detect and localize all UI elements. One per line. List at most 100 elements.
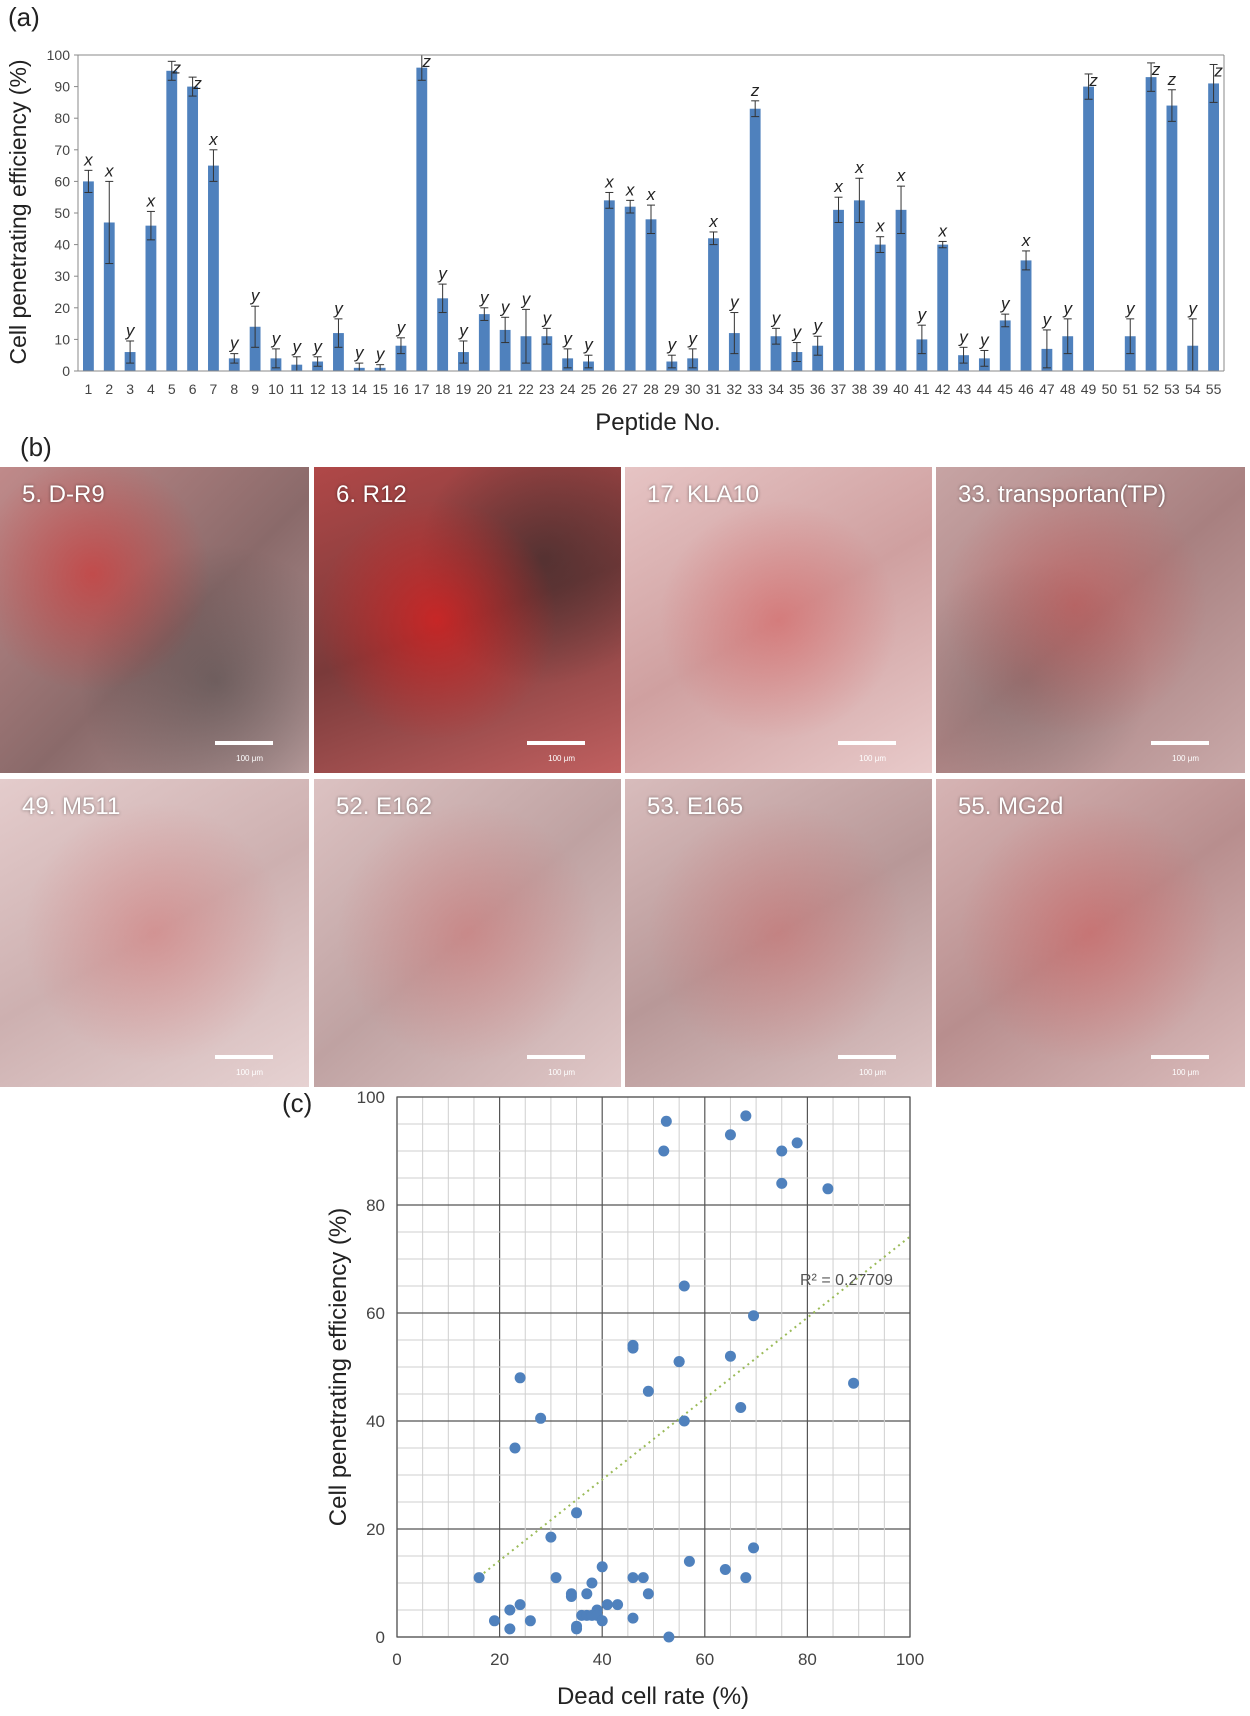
y-tick-label: 90 bbox=[54, 79, 70, 95]
bar bbox=[770, 336, 782, 371]
scatter-point bbox=[776, 1145, 788, 1157]
scatter-point bbox=[514, 1599, 526, 1611]
x-tick-label: 25 bbox=[581, 381, 597, 397]
bar bbox=[145, 225, 157, 371]
significance-letter: z bbox=[1213, 61, 1223, 80]
significance-letter: y bbox=[1062, 299, 1073, 318]
bar-chart: Cell penetrating efficiency (%) Peptide … bbox=[5, 47, 1225, 436]
x-tick-label: 20 bbox=[477, 381, 493, 397]
y-tick-label: 40 bbox=[366, 1412, 385, 1431]
micrograph-image bbox=[0, 467, 309, 773]
plot-border bbox=[396, 1096, 911, 1638]
x-tick-label: 80 bbox=[798, 1650, 817, 1669]
bar bbox=[895, 209, 907, 371]
x-tick-label: 29 bbox=[664, 381, 680, 397]
scale-bar-label: 100 μm bbox=[548, 754, 575, 763]
scatter-point bbox=[586, 1577, 598, 1589]
scale-bar-label: 100 μm bbox=[236, 1068, 263, 1077]
bar bbox=[83, 181, 94, 371]
r-squared-annotation: R² = 0.27709 bbox=[800, 1272, 893, 1289]
x-tick-label: 7 bbox=[210, 381, 218, 397]
scatter-point bbox=[740, 1572, 752, 1584]
scatter-point bbox=[735, 1402, 747, 1413]
significance-letter: y bbox=[1125, 299, 1136, 318]
x-tick-label: 49 bbox=[1081, 381, 1097, 397]
micrograph-image bbox=[625, 779, 932, 1087]
scatter-point bbox=[642, 1588, 654, 1600]
scatter-point bbox=[504, 1604, 516, 1616]
x-tick-label: 24 bbox=[560, 381, 576, 397]
significance-letter: y bbox=[562, 329, 573, 348]
scale-bar bbox=[1151, 1055, 1209, 1059]
micrograph-label: 55. MG2d bbox=[958, 793, 1064, 820]
significance-letter: z bbox=[1151, 60, 1161, 79]
x-tick-label: 54 bbox=[1185, 381, 1201, 397]
significance-letter: x bbox=[146, 191, 156, 210]
scale-bar bbox=[527, 741, 585, 745]
micrograph-image bbox=[0, 779, 309, 1087]
bar bbox=[812, 345, 824, 371]
bar bbox=[103, 222, 115, 371]
x-tick-label: 36 bbox=[810, 381, 826, 397]
scatter-point bbox=[678, 1280, 690, 1292]
scatter-point bbox=[571, 1507, 583, 1519]
bar bbox=[1020, 260, 1032, 371]
significance-letter: y bbox=[771, 308, 782, 327]
bar bbox=[853, 200, 865, 371]
micrograph-label: 5. D-R9 bbox=[22, 481, 105, 508]
y-tick-label: 10 bbox=[54, 331, 70, 347]
bar bbox=[937, 244, 949, 371]
x-tick-label: 16 bbox=[393, 381, 409, 397]
x-tick-label: 20 bbox=[490, 1650, 509, 1669]
significance-letter: x bbox=[937, 221, 947, 240]
x-tick-label: 19 bbox=[456, 381, 472, 397]
significance-letter: y bbox=[687, 329, 698, 348]
scatter-point bbox=[637, 1572, 649, 1584]
x-tick-label: 31 bbox=[706, 381, 722, 397]
x-tick-label: 35 bbox=[789, 381, 805, 397]
y-tick-label: 80 bbox=[366, 1196, 385, 1215]
bar bbox=[999, 320, 1011, 371]
bar bbox=[603, 200, 615, 371]
micrograph-tile: 53. E165 100 μm bbox=[625, 779, 932, 1087]
y-tick-label: 60 bbox=[366, 1304, 385, 1323]
bar bbox=[249, 326, 261, 371]
x-tick-label: 32 bbox=[727, 381, 743, 397]
significance-letter: x bbox=[625, 180, 635, 199]
significance-letter: y bbox=[250, 286, 261, 305]
y-axis-label: Cell penetrating efficiency (%) bbox=[5, 59, 31, 364]
bar bbox=[416, 67, 428, 371]
x-tick-label: 55 bbox=[1206, 381, 1222, 397]
significance-letter: y bbox=[396, 318, 407, 337]
significance-letter: y bbox=[1042, 310, 1053, 329]
scale-bar-label: 100 μm bbox=[236, 754, 263, 763]
scatter-point bbox=[627, 1612, 639, 1624]
trendline bbox=[478, 1235, 911, 1578]
x-tick-label: 37 bbox=[831, 381, 847, 397]
x-tick-label: 15 bbox=[372, 381, 388, 397]
scatter-chart: Cell penetrating efficiency (%) Dead cel… bbox=[325, 1090, 924, 1710]
significance-letter: y bbox=[312, 337, 323, 356]
x-tick-label: 40 bbox=[593, 1650, 612, 1669]
scatter-point bbox=[848, 1377, 860, 1389]
y-axis-label: Cell penetrating efficiency (%) bbox=[325, 1208, 352, 1526]
x-tick-label: 4 bbox=[147, 381, 155, 397]
x-tick-label: 47 bbox=[1039, 381, 1055, 397]
micrograph-tile: 6. R12 100 μm bbox=[314, 467, 621, 773]
scatter-point bbox=[509, 1442, 521, 1454]
x-tick-label: 30 bbox=[685, 381, 701, 397]
x-tick-label: 21 bbox=[497, 381, 513, 397]
significance-letter: x bbox=[896, 166, 906, 185]
x-tick-label: 44 bbox=[977, 381, 993, 397]
x-tick-label: 39 bbox=[872, 381, 888, 397]
micrograph-image bbox=[936, 779, 1245, 1087]
scatter-point bbox=[601, 1599, 613, 1611]
micrograph-label: 53. E165 bbox=[647, 793, 744, 820]
x-tick-label: 41 bbox=[914, 381, 930, 397]
micrograph-label: 52. E162 bbox=[336, 793, 433, 820]
significance-letter: z bbox=[422, 52, 432, 71]
scatter-point bbox=[748, 1310, 760, 1322]
scatter-point bbox=[488, 1615, 500, 1627]
significance-letter: x bbox=[708, 212, 718, 231]
x-tick-label: 23 bbox=[539, 381, 555, 397]
